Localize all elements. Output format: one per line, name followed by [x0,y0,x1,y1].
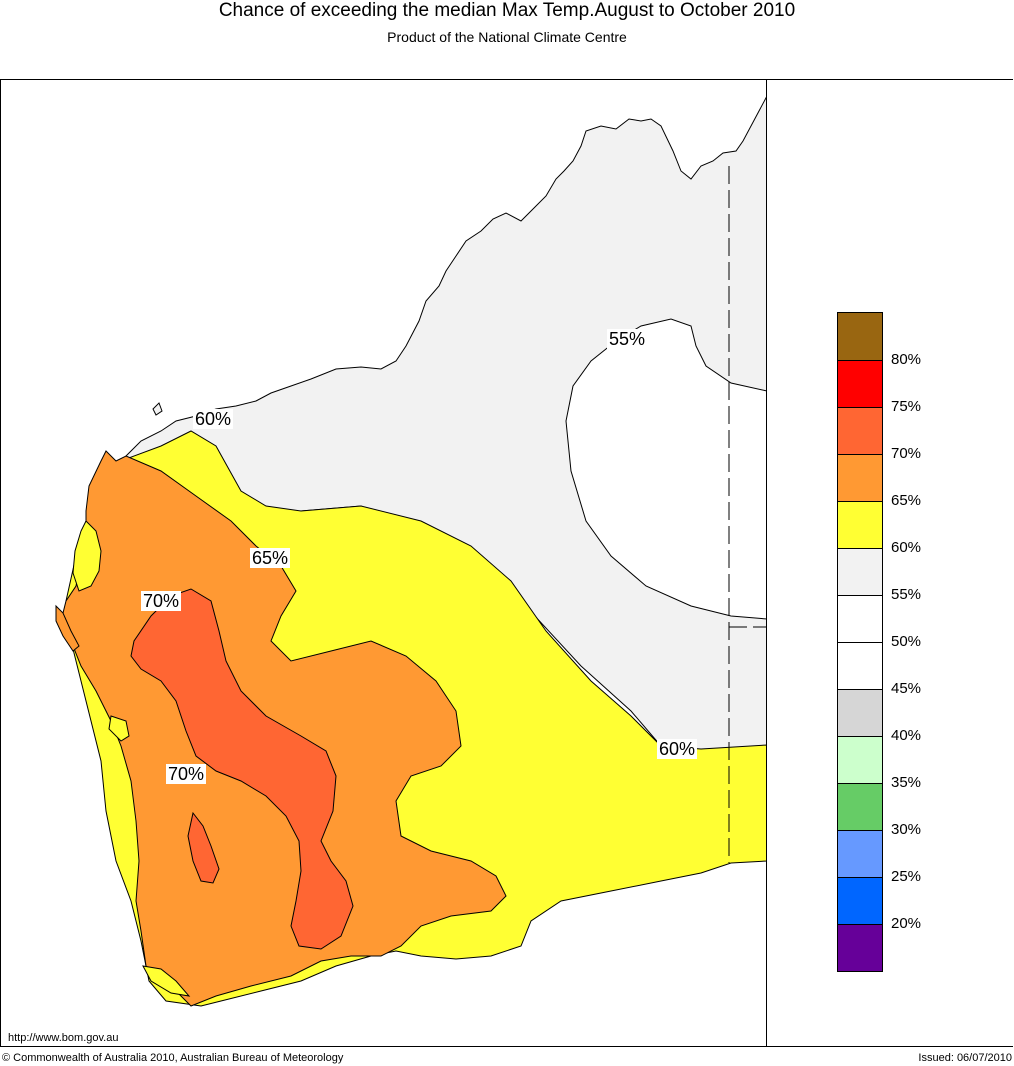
contour-label-55: 55% [607,329,648,349]
legend-swatch [838,877,882,924]
region-60-65-coastal [72,520,102,592]
legend-swatch [838,642,882,689]
legend-swatch [838,548,882,595]
legend-swatch [838,595,882,642]
copyright-notice: © Commonwealth of Australia 2010, Austra… [2,1052,344,1064]
legend-swatch [838,501,882,548]
region-70-75-pocket [187,811,220,884]
legend-swatch [838,360,882,407]
contour-label-60: 60% [193,409,234,429]
legend-swatch [838,736,882,783]
legend-label: 75% [891,398,922,415]
legend-label: 65% [891,492,922,509]
legend-swatch [838,830,882,877]
legend-label: 25% [891,868,922,885]
legend-color-bar [837,312,883,972]
map-frame [0,79,1013,1047]
region-60-65-coastal-2 [108,715,130,742]
legend-label: 45% [891,680,922,697]
map-subtitle: Product of the National Climate Centre [387,29,627,45]
region-50-55 [565,318,768,620]
island-north [152,402,163,416]
legend-label: 80% [891,351,922,368]
contour-label-60: 60% [657,739,698,759]
legend-label: 35% [891,774,922,791]
legend-label: 30% [891,821,922,838]
legend-swatch [838,454,882,501]
legend-swatch [838,313,882,360]
legend-label: 20% [891,915,922,932]
legend-swatch [838,924,882,971]
legend-label: 60% [891,539,922,556]
legend-label: 55% [891,586,922,603]
legend-swatch [838,783,882,830]
legend-label: 70% [891,445,922,462]
map-canvas [55,95,768,1007]
contour-label-65: 65% [250,548,291,568]
legend-swatch [838,689,882,736]
legend-label: 40% [891,727,922,744]
region-60-65-south [142,965,191,997]
contour-label-70: 70% [166,764,207,784]
legend-label: 50% [891,633,922,650]
map-title: Chance of exceeding the median Max Temp.… [218,0,796,21]
contour-label-70: 70% [141,591,182,611]
issued-date: Issued: 06/07/2010 [918,1052,1012,1064]
region-70-75 [130,588,354,950]
bom-url-link[interactable]: http://www.bom.gov.au [8,1032,119,1044]
legend-panel [766,80,1013,1046]
island-shark-bay [55,604,80,652]
legend-swatch [838,407,882,454]
